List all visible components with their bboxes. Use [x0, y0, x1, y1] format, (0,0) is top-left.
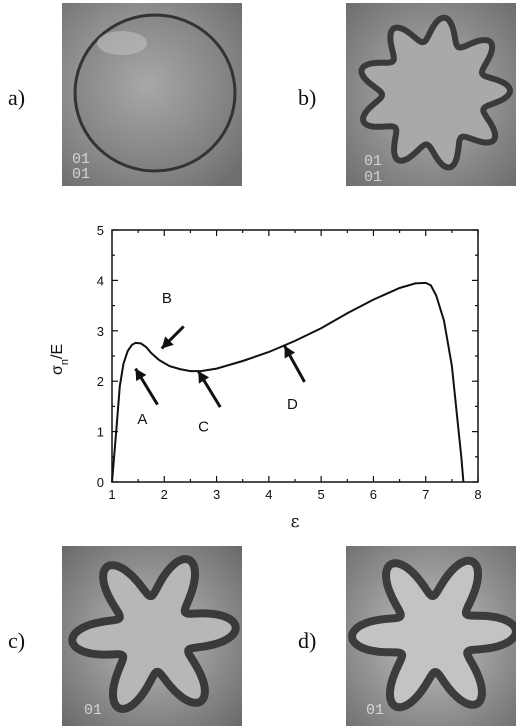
y-axis-label-sub: n [59, 359, 71, 365]
svg-text:σn/E: σn/E [49, 344, 71, 375]
x-tick-label: 6 [370, 487, 377, 502]
panel-label-b: b) [298, 85, 317, 110]
y-tick-label: 2 [97, 374, 104, 389]
photo-c-fingering-domain: 01 [62, 546, 242, 726]
annotation-label-b: B [162, 290, 172, 307]
annotation-arrow-c: C [196, 370, 222, 436]
x-tick-label: 4 [265, 487, 272, 502]
photo-a-circular-domain: 01 01 [62, 3, 242, 186]
x-tick-label: 1 [108, 487, 115, 502]
y-axis-label-rest: /E [49, 344, 66, 359]
x-tick-label: 7 [422, 487, 429, 502]
y-axis-label-main: σ [49, 365, 66, 375]
chart-annotations: A B C D [134, 290, 306, 436]
panel-label-a: a) [8, 85, 26, 110]
photo-b-stamp-2: 01 [364, 169, 382, 186]
photo-a-stamp: 01 [72, 151, 90, 168]
chart-axes [111, 229, 479, 483]
annotation-arrow-a: A [134, 367, 159, 428]
x-tick-label: 8 [474, 487, 481, 502]
y-tick-label: 0 [97, 475, 104, 490]
annotation-arrow-d: D [283, 345, 306, 413]
annotation-label-c: C [198, 419, 209, 436]
plot-frame [111, 229, 479, 483]
y-tick-label: 1 [97, 425, 104, 440]
y-axis-label: σn/E [49, 344, 71, 375]
photo-a-stamp-2: 01 [72, 166, 90, 183]
y-tick-label: 4 [97, 273, 104, 288]
stress-strain-curve [111, 281, 465, 483]
y-tick-label: 3 [97, 324, 104, 339]
x-tick-label: 3 [213, 487, 220, 502]
x-tick-label: 2 [161, 487, 168, 502]
photo-b-stamp: 01 [364, 153, 382, 170]
photo-d-stamp: 01 [366, 702, 384, 719]
x-tick-label: 5 [318, 487, 325, 502]
annotation-label-a: A [137, 411, 147, 428]
photo-d-fingering-domain: 01 [346, 546, 516, 726]
y-tick-label: 5 [97, 223, 104, 238]
photo-b-wavy-domain: 01 01 [346, 3, 516, 186]
photo-c-stamp: 01 [84, 702, 102, 719]
panel-label-c: c) [8, 628, 26, 653]
x-axis-label: ε [291, 512, 300, 530]
panel-label-d: d) [298, 628, 317, 653]
annotation-label-d: D [287, 396, 298, 413]
annotation-arrow-b: B [160, 290, 185, 350]
